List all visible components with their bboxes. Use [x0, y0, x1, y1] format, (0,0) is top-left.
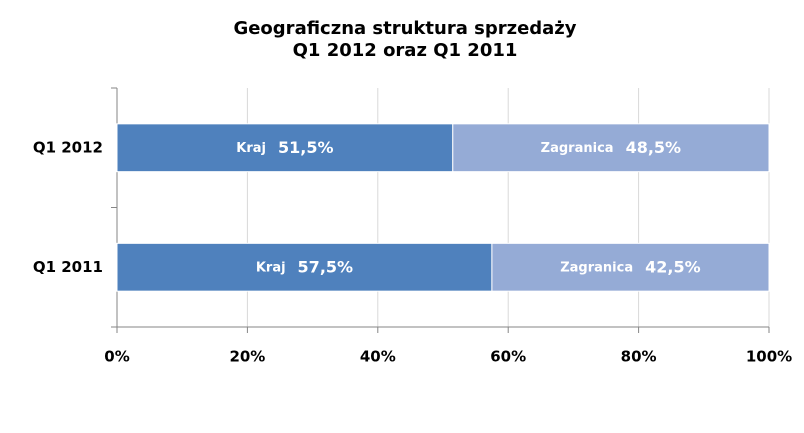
bar-segment: [116, 123, 454, 173]
x-tick-label: 20%: [229, 348, 265, 366]
value-label: 57,5%: [298, 257, 354, 276]
series-name: Zagranica: [541, 140, 614, 155]
chart-subtitle: Q1 2012 oraz Q1 2011: [293, 40, 518, 61]
y-tick-label: Q1 2012: [33, 138, 103, 156]
value-label: 51,5%: [278, 137, 334, 156]
series-name: Zagranica: [560, 260, 633, 275]
x-tick-label: 0%: [104, 348, 129, 366]
value-label: 48,5%: [626, 137, 682, 156]
bar-segment: [452, 123, 770, 173]
series-name: Kraj: [236, 140, 266, 155]
chart-title: Geograficzna struktura sprzedaży: [233, 18, 576, 39]
data-label: Zagranica 42,5%: [560, 257, 700, 276]
bar-segment: [491, 242, 770, 292]
x-tick-label: 40%: [360, 348, 396, 366]
x-tick-label: 100%: [746, 348, 792, 366]
bar-segment: [116, 242, 493, 292]
data-label: Zagranica 48,5%: [541, 137, 681, 156]
series-name: Kraj: [256, 260, 286, 275]
data-label: Kraj 51,5%: [236, 137, 333, 156]
x-tick-label: 80%: [621, 348, 657, 366]
x-tick-label: 60%: [490, 348, 526, 366]
value-label: 42,5%: [645, 257, 701, 276]
y-tick-label: Q1 2011: [33, 258, 103, 276]
data-label: Kraj 57,5%: [256, 257, 353, 276]
